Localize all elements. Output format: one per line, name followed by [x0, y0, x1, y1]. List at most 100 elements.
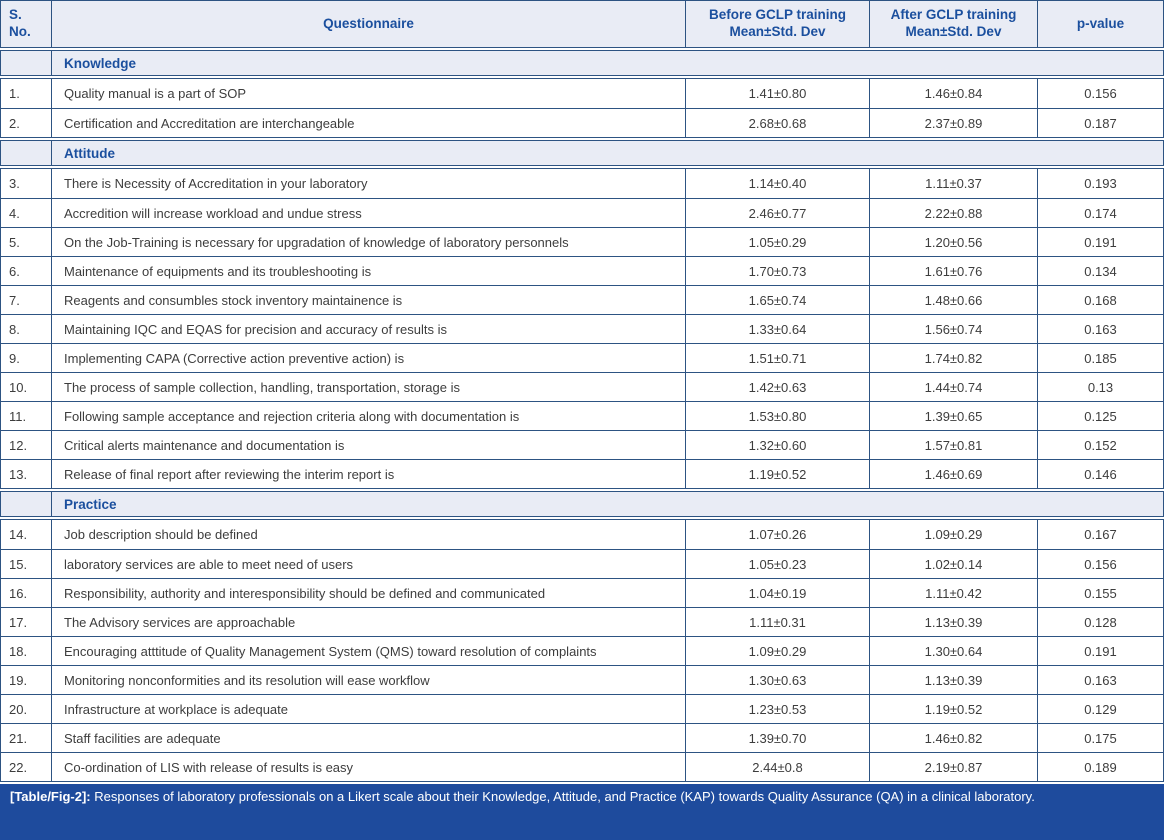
cell-after-mean-sd: 1.57±0.81	[869, 431, 1037, 459]
cell-pvalue: 0.134	[1037, 257, 1163, 285]
cell-pvalue: 0.189	[1037, 753, 1163, 781]
cell-before-mean-sd: 1.04±0.19	[685, 579, 869, 607]
cell-questionnaire: Release of final report after reviewing …	[51, 460, 685, 488]
cell-questionnaire: Maintenance of equipments and its troubl…	[51, 257, 685, 285]
cell-serial-number: 9.	[9, 350, 20, 366]
table-row: 12. Critical alerts maintenance and docum…	[1, 430, 1163, 459]
section-block: Practice	[0, 491, 1164, 517]
cell-after-mean-sd: 1.02±0.14	[869, 550, 1037, 578]
cell-before-mean-sd: 1.41±0.80	[685, 79, 869, 108]
table-caption-label: [Table/Fig-2]:	[10, 789, 91, 804]
section-rows-block: 14. Job description should be defined 1.07…	[0, 519, 1164, 782]
cell-serial-number: 2.	[9, 115, 20, 131]
cell-pvalue: 0.13	[1037, 373, 1163, 401]
cell-pvalue: 0.174	[1037, 199, 1163, 227]
cell-after-mean-sd: 1.46±0.69	[869, 460, 1037, 488]
table-row: 17. The Advisory services are approachabl…	[1, 607, 1163, 636]
cell-questionnaire: Accredition will increase workload and u…	[51, 199, 685, 227]
cell-after-mean-sd: 1.39±0.65	[869, 402, 1037, 430]
cell-before-mean-sd: 1.05±0.29	[685, 228, 869, 256]
cell-after-mean-sd: 1.44±0.74	[869, 373, 1037, 401]
cell-before-mean-sd: 1.05±0.23	[685, 550, 869, 578]
cell-serial-number: 10.	[9, 379, 28, 395]
cell-after-mean-sd: 1.61±0.76	[869, 257, 1037, 285]
table-row: 4. Accredition will increase workload and…	[1, 198, 1163, 227]
cell-questionnaire: The process of sample collection, handli…	[51, 373, 685, 401]
table-row: 22. Co-ordination of LIS with release of …	[1, 752, 1163, 781]
cell-serial-number: 21.	[9, 730, 28, 746]
row-gap	[0, 166, 1164, 168]
table-row: 15. laboratory services are able to meet …	[1, 549, 1163, 578]
cell-after-mean-sd: 2.37±0.89	[869, 109, 1037, 137]
table-row: 13. Release of final report after reviewi…	[1, 459, 1163, 488]
cell-before-mean-sd: 2.68±0.68	[685, 109, 869, 137]
table-caption: [Table/Fig-2]: Responses of laboratory p…	[0, 784, 1164, 840]
cell-after-mean-sd: 1.09±0.29	[869, 520, 1037, 549]
cell-after-mean-sd: 2.19±0.87	[869, 753, 1037, 781]
cell-serial-number: 8.	[9, 321, 20, 337]
cell-before-mean-sd: 2.46±0.77	[685, 199, 869, 227]
cell-pvalue: 0.156	[1037, 550, 1163, 578]
table-row: 16. Responsibility, authority and interes…	[1, 578, 1163, 607]
section-title: Attitude	[51, 141, 1163, 165]
table-caption-text: Responses of laboratory professionals on…	[90, 789, 1035, 804]
table-row: 9. Implementing CAPA (Corrective action p…	[1, 343, 1163, 372]
cell-questionnaire: Encouraging atttitude of Quality Managem…	[51, 637, 685, 665]
table-row: 2. Certification and Accreditation are in…	[1, 108, 1163, 137]
cell-serial-number: 5.	[9, 234, 20, 250]
cell-pvalue: 0.125	[1037, 402, 1163, 430]
cell-serial-number: 7.	[9, 292, 20, 308]
cell-serial-number: 3.	[9, 176, 20, 191]
cell-before-mean-sd: 1.14±0.40	[685, 169, 869, 198]
section-title: Knowledge	[51, 51, 1163, 75]
cell-serial-number: 13.	[9, 466, 28, 482]
cell-pvalue: 0.175	[1037, 724, 1163, 752]
table-header: S. No. Questionnaire Before GCLP trainin…	[0, 0, 1164, 48]
cell-before-mean-sd: 2.44±0.8	[685, 753, 869, 781]
cell-questionnaire: There is Necessity of Accreditation in y…	[51, 169, 685, 198]
header-cell-before-training: Before GCLP training Mean±Std. Dev	[685, 1, 869, 47]
cell-serial-number: 22.	[9, 759, 28, 775]
cell-pvalue: 0.163	[1037, 315, 1163, 343]
cell-pvalue: 0.152	[1037, 431, 1163, 459]
cell-pvalue: 0.129	[1037, 695, 1163, 723]
cell-serial-number: 20.	[9, 701, 28, 717]
table-row: 20. Infrastructure at workplace is adequa…	[1, 694, 1163, 723]
section-rows-block: 1. Quality manual is a part of SOP 1.41±0.…	[0, 78, 1164, 138]
table-header-row: S. No. Questionnaire Before GCLP trainin…	[1, 1, 1163, 47]
cell-questionnaire: On the Job-Training is necessary for upg…	[51, 228, 685, 256]
cell-pvalue: 0.191	[1037, 228, 1163, 256]
header-cell-questionnaire: Questionnaire	[51, 1, 685, 47]
cell-questionnaire: The Advisory services are approachable	[51, 608, 685, 636]
cell-questionnaire: Job description should be defined	[51, 520, 685, 549]
cell-before-mean-sd: 1.30±0.63	[685, 666, 869, 694]
cell-questionnaire: Maintaining IQC and EQAS for precision a…	[51, 315, 685, 343]
cell-serial-number: 15.	[9, 556, 28, 572]
cell-serial-number: 4.	[9, 205, 20, 221]
header-cell-pvalue: p-value	[1037, 1, 1163, 47]
cell-after-mean-sd: 1.56±0.74	[869, 315, 1037, 343]
cell-questionnaire: laboratory services are able to meet nee…	[51, 550, 685, 578]
cell-before-mean-sd: 1.70±0.73	[685, 257, 869, 285]
section-row: Attitude	[1, 141, 1163, 165]
header-cell-sno: S. No.	[9, 7, 31, 39]
cell-serial-number: 1.	[9, 86, 20, 101]
table-row: 5. On the Job-Training is necessary for u…	[1, 227, 1163, 256]
cell-before-mean-sd: 1.39±0.70	[685, 724, 869, 752]
cell-pvalue: 0.128	[1037, 608, 1163, 636]
section-row: Practice	[1, 492, 1163, 516]
table-row: 18. Encouraging atttitude of Quality Mana…	[1, 636, 1163, 665]
cell-pvalue: 0.167	[1037, 520, 1163, 549]
cell-questionnaire: Infrastructure at workplace is adequate	[51, 695, 685, 723]
cell-before-mean-sd: 1.09±0.29	[685, 637, 869, 665]
cell-after-mean-sd: 1.13±0.39	[869, 666, 1037, 694]
table-row: 19. Monitoring nonconformities and its re…	[1, 665, 1163, 694]
cell-pvalue: 0.156	[1037, 79, 1163, 108]
cell-pvalue: 0.168	[1037, 286, 1163, 314]
cell-before-mean-sd: 1.11±0.31	[685, 608, 869, 636]
cell-serial-number: 17.	[9, 614, 28, 630]
section-sno-cell	[1, 141, 51, 165]
header-cell-after-training: After GCLP training Mean±Std. Dev	[869, 1, 1037, 47]
cell-after-mean-sd: 1.48±0.66	[869, 286, 1037, 314]
cell-questionnaire: Monitoring nonconformities and its resol…	[51, 666, 685, 694]
